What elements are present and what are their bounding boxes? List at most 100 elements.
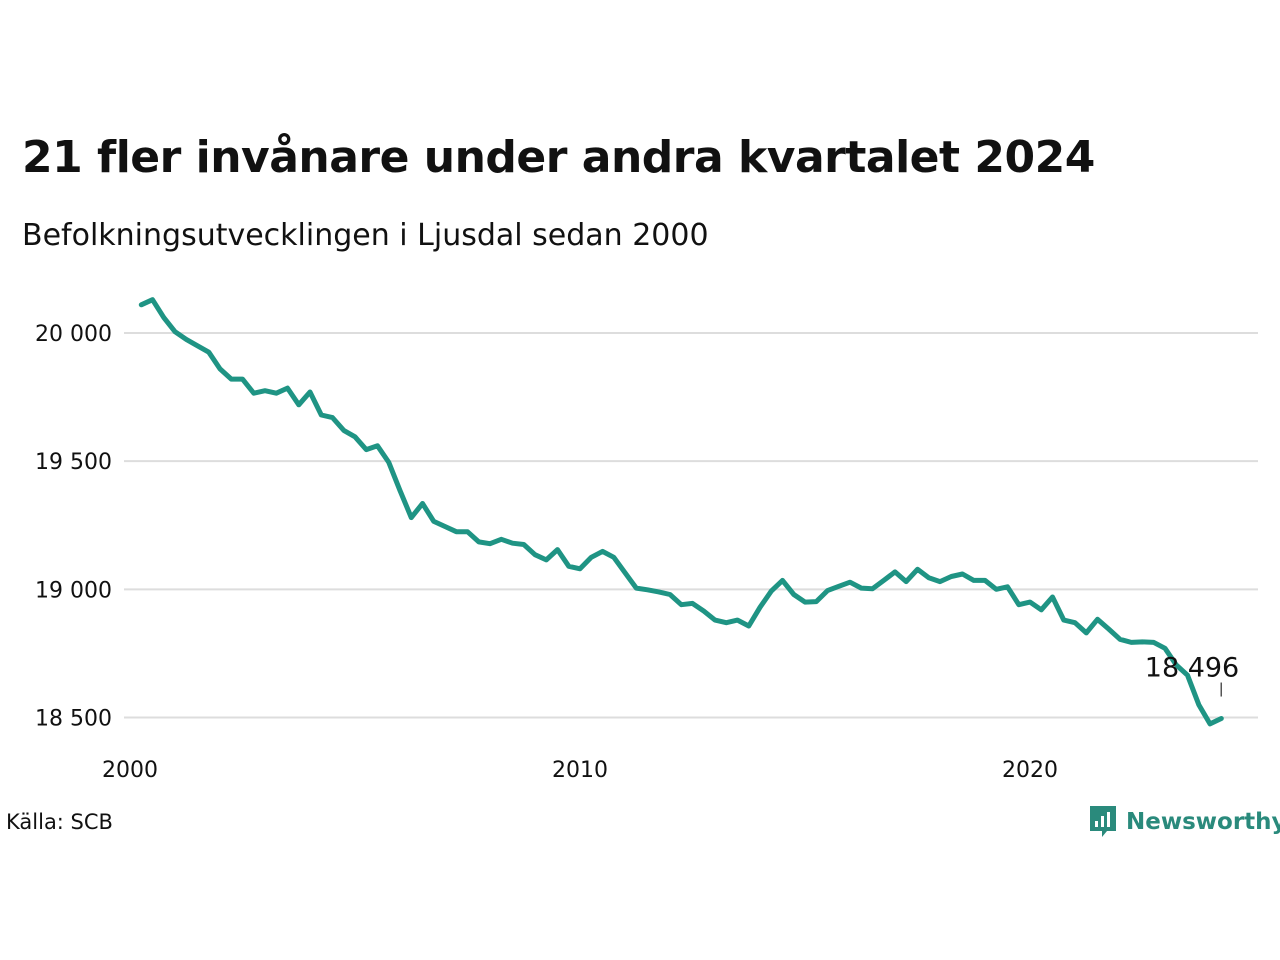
data-point	[161, 315, 166, 320]
y-tick-label: 19 500	[35, 450, 112, 475]
x-tick-label: 2020	[1002, 758, 1058, 783]
data-point	[1028, 600, 1033, 605]
data-point	[623, 570, 628, 575]
data-point	[668, 592, 673, 597]
data-point	[1140, 639, 1145, 644]
data-point	[375, 443, 380, 448]
data-point	[353, 434, 358, 439]
data-point	[1005, 584, 1010, 589]
data-point	[1039, 607, 1044, 612]
source-note: Källa: SCB	[6, 810, 113, 834]
y-tick-label: 19 000	[35, 578, 112, 603]
data-point	[398, 488, 403, 493]
data-point	[746, 624, 751, 629]
data-point	[341, 428, 346, 433]
data-point	[229, 377, 234, 382]
data-point	[611, 555, 616, 560]
data-point	[870, 586, 875, 591]
data-point	[893, 569, 898, 574]
data-point	[994, 587, 999, 592]
data-point	[499, 537, 504, 542]
data-point	[296, 402, 301, 407]
data-point	[881, 578, 886, 583]
data-point	[330, 415, 335, 420]
series-line	[138, 297, 1224, 727]
data-point	[713, 618, 718, 623]
data-point	[319, 413, 324, 418]
data-point	[589, 555, 594, 560]
x-tick-label: 2010	[552, 758, 608, 783]
data-point	[1163, 646, 1168, 651]
data-point	[724, 620, 729, 625]
data-point	[949, 574, 954, 579]
data-point	[206, 350, 211, 355]
data-point	[836, 584, 841, 589]
data-point	[566, 564, 571, 569]
data-point	[859, 586, 864, 591]
data-point	[431, 519, 436, 524]
data-point	[769, 589, 774, 594]
data-point	[521, 542, 526, 547]
data-point	[1095, 617, 1100, 622]
chart-subtitle: Befolkningsutvecklingen i Ljusdal sedan …	[22, 218, 709, 253]
data-point	[1129, 640, 1134, 645]
brand-name: Newsworthy	[1126, 809, 1280, 835]
data-point	[1061, 618, 1066, 623]
data-point	[1016, 602, 1021, 607]
data-point	[825, 588, 830, 593]
data-point	[645, 587, 650, 592]
data-point	[1219, 716, 1224, 721]
data-point	[364, 447, 369, 452]
data-point	[679, 602, 684, 607]
data-point	[690, 601, 695, 606]
data-point	[409, 515, 414, 520]
data-point	[476, 539, 481, 544]
data-point	[240, 377, 245, 382]
data-point	[386, 460, 391, 465]
data-point	[735, 618, 740, 623]
data-point	[544, 557, 549, 562]
data-point	[701, 609, 706, 614]
bar-chart-bubble-icon	[1090, 806, 1116, 837]
data-point	[915, 567, 920, 572]
data-point	[780, 578, 785, 583]
data-point	[848, 580, 853, 585]
data-point	[533, 552, 538, 557]
data-point	[1151, 640, 1156, 645]
data-point	[758, 605, 763, 610]
data-point	[139, 302, 144, 307]
data-point	[971, 578, 976, 583]
data-point	[488, 541, 493, 546]
data-point	[960, 572, 965, 577]
data-point	[308, 390, 313, 395]
line-chart: 18 500 19 000 19 500 20 000 2000 2010 2020 18 4…	[35, 297, 1258, 783]
last-value-label: 18 496	[1145, 653, 1239, 684]
data-point	[263, 388, 268, 393]
data-point	[454, 529, 459, 534]
data-point	[465, 529, 470, 534]
newsworthy-logo: Newsworthy	[1088, 804, 1280, 840]
data-point	[218, 366, 223, 371]
data-point	[285, 386, 290, 391]
data-point	[656, 589, 661, 594]
data-point	[938, 579, 943, 584]
chart-title: 21 fler invånare under andra kvartalet 2…	[22, 132, 1095, 183]
data-point	[274, 391, 279, 396]
data-point	[195, 343, 200, 348]
data-point	[600, 549, 605, 554]
data-point	[803, 600, 808, 605]
y-tick-label: 20 000	[35, 322, 112, 347]
data-point	[1208, 721, 1213, 726]
y-tick-label: 18 500	[35, 707, 112, 732]
data-point	[791, 592, 796, 597]
data-point	[510, 541, 515, 546]
data-point	[983, 578, 988, 583]
data-point	[1084, 630, 1089, 635]
data-point	[926, 575, 931, 580]
data-point	[420, 501, 425, 506]
data-point	[1118, 637, 1123, 642]
data-point	[184, 337, 189, 342]
data-point	[634, 586, 639, 591]
x-tick-label: 2000	[102, 758, 158, 783]
data-point	[555, 547, 560, 552]
